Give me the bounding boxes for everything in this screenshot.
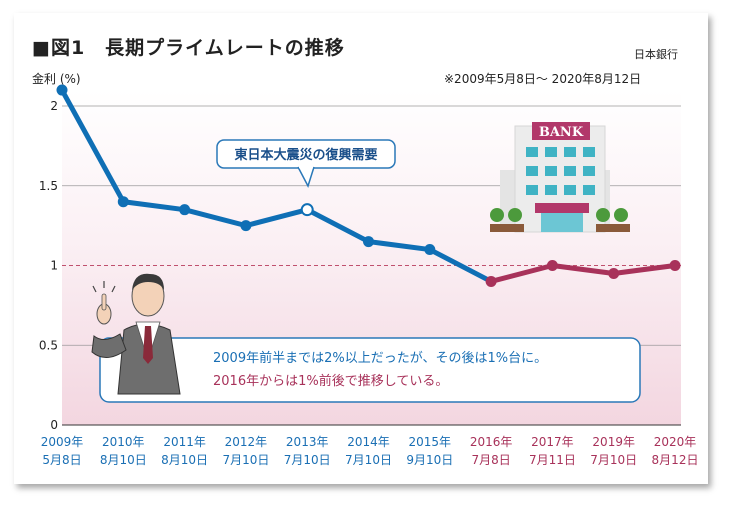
x-tick-date: 7月10日: [345, 453, 392, 467]
x-tick-year: 2020年: [654, 435, 697, 449]
x-tick-date: 9月10日: [406, 453, 453, 467]
source-label: 日本銀行: [634, 48, 678, 61]
y-axis-label: 金利 (%): [32, 72, 81, 86]
x-tick-date: 8月10日: [100, 453, 147, 467]
x-tick-date: 7月11日: [529, 453, 576, 467]
x-tick-year: 2019年: [592, 435, 635, 449]
x-tick-year: 2010年: [102, 435, 145, 449]
x-tick-year: 2014年: [347, 435, 390, 449]
x-tick-year: 2012年: [225, 435, 268, 449]
data-point: [608, 267, 620, 279]
data-point: [485, 275, 497, 287]
data-point: [56, 84, 68, 96]
bank-sign: [532, 122, 590, 140]
x-tick-year: 2015年: [409, 435, 452, 449]
x-tick-year: 2009年: [41, 435, 84, 449]
x-tick-date: 8月10日: [161, 453, 208, 467]
bank-building-illustration: BANK: [490, 122, 630, 233]
data-point: [669, 260, 681, 271]
y-tick-labels: 0 0.5 1 1.5 2: [39, 99, 58, 432]
y-tick-label: 2: [50, 99, 58, 113]
series-points: [56, 84, 681, 287]
y-tick-label: 1.5: [39, 179, 58, 193]
note-line2: 2016年からは1%前後で推移している。: [213, 373, 448, 389]
x-tick-date: 8月12日: [652, 453, 699, 467]
x-tick-year: 2017年: [531, 435, 574, 449]
callout-bubble: 東日本大震災の復興需要: [216, 139, 396, 188]
bank-sign-text: BANK: [539, 125, 584, 140]
data-point: [546, 260, 558, 271]
data-point: [363, 236, 374, 248]
businessman-illustration: [91, 273, 181, 395]
x-tick-date: 7月8日: [471, 453, 510, 467]
x-tick-labels: 2009年 5月8日 2010年 8月10日 2011年 8月10日 2012年 7月10日 2…: [41, 435, 699, 467]
data-point: [179, 204, 191, 216]
y-tick-label: 0: [50, 418, 58, 432]
series-line-crimson: [488, 263, 678, 284]
data-point: [300, 203, 314, 217]
x-tick-year: 2016年: [470, 435, 513, 449]
series-line-blue: [59, 87, 494, 284]
note-box: 2009年前半までは2%以上だったが、その後は1%台に。 2016年からは1%前…: [99, 337, 641, 403]
callout-text: 東日本大震災の復興需要: [234, 147, 377, 163]
period-label: ※2009年5月8日～ 2020年8月12日: [444, 72, 642, 86]
series-lines: [59, 87, 678, 284]
x-tick-year: 2013年: [286, 435, 329, 449]
x-tick-year: 2011年: [163, 435, 206, 449]
x-tick-date: 7月10日: [222, 453, 269, 467]
x-tick-date: 7月10日: [284, 453, 331, 467]
y-tick-label: 1: [50, 259, 58, 273]
data-point: [117, 196, 129, 208]
data-point: [240, 220, 252, 232]
data-point: [424, 244, 436, 256]
y-tick-label: 0.5: [39, 338, 58, 352]
x-tick-date: 5月8日: [42, 453, 81, 467]
chart-title: ■図1 長期プライムレートの推移: [32, 37, 345, 59]
x-tick-date: 7月10日: [590, 453, 637, 467]
note-line1: 2009年前半までは2%以上だったが、その後は1%台に。: [213, 350, 547, 366]
